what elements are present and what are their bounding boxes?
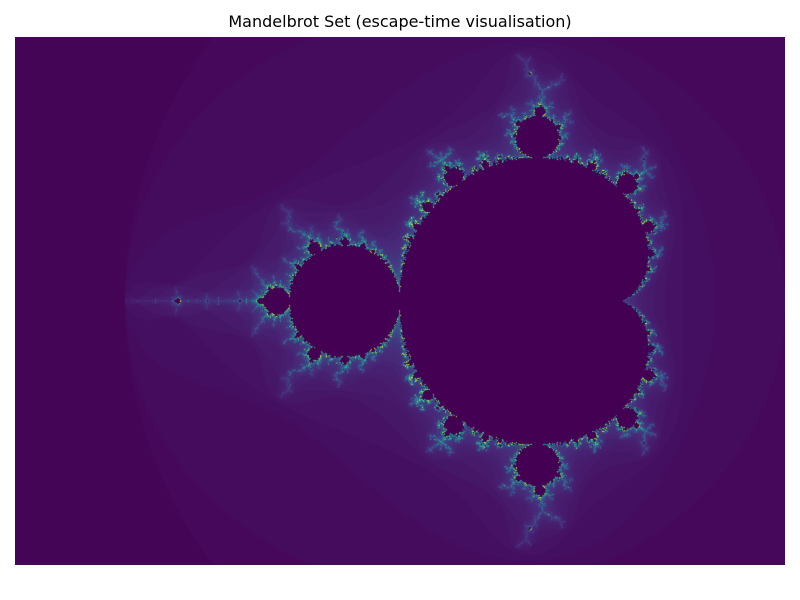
figure-title: Mandelbrot Set (escape-time visualisatio… — [228, 12, 572, 31]
mandelbrot-image — [15, 37, 785, 565]
